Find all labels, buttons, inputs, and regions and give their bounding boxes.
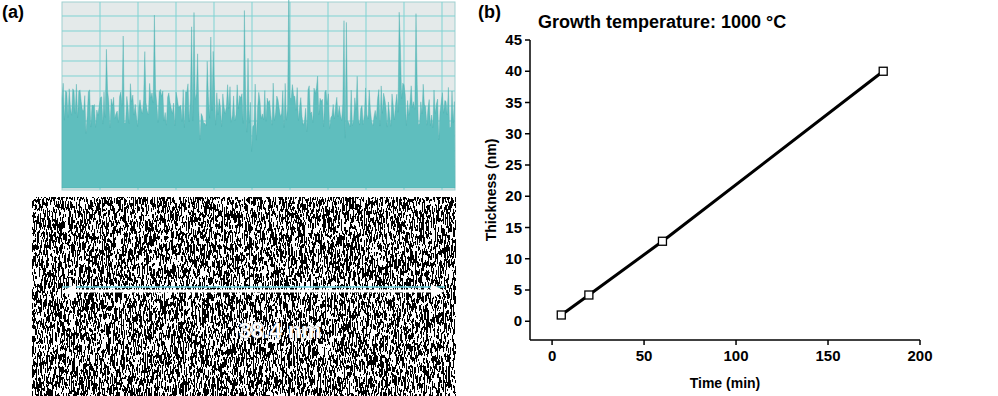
- y-tick: [525, 102, 530, 104]
- x-tick: [919, 340, 921, 345]
- y-tick: [525, 227, 530, 229]
- scale-arrow: [70, 290, 437, 293]
- y-axis-title: Thickness (nm): [483, 139, 499, 242]
- x-tick-label: 200: [907, 347, 932, 364]
- data-point: [585, 291, 593, 299]
- y-tick: [525, 71, 530, 73]
- figure: (a) 38.4 nm (b) 0 5 10 15 20 25 30 35 40 45 0 50 100 150…: [0, 0, 998, 396]
- profile-grid: [62, 91, 455, 92]
- data-line: [561, 71, 883, 315]
- profile-grid: [62, 61, 455, 62]
- arrow-head: [431, 284, 445, 298]
- y-tick-label: 10: [505, 250, 522, 267]
- y-tick-label: 0: [514, 312, 522, 329]
- arrow-head: [62, 284, 76, 298]
- profile-trace: [62, 0, 455, 188]
- annotation: Growth temperature: 1000 °C: [538, 12, 786, 32]
- panel-letter: (a): [2, 2, 24, 22]
- y-axis: [529, 40, 531, 340]
- x-axis-title: Time (min): [690, 375, 761, 391]
- tem-texture: [32, 197, 456, 396]
- data-point: [879, 67, 887, 75]
- y-tick: [525, 164, 530, 166]
- y-tick-label: 20: [505, 187, 522, 204]
- y-tick-label: 40: [505, 62, 522, 79]
- y-tick-label: 35: [505, 94, 522, 111]
- data-point: [658, 237, 666, 245]
- tem-image: 38.4 nm: [32, 197, 456, 396]
- profile-grid: [62, 46, 455, 47]
- y-tick-label: 5: [514, 281, 522, 298]
- profile-grid: [62, 76, 455, 77]
- y-tick-label: 15: [505, 219, 522, 236]
- line-profile-image: [62, 0, 455, 190]
- y-tick-label: 25: [505, 156, 522, 173]
- tem-background: [32, 197, 456, 396]
- x-tick-label: 50: [636, 347, 653, 364]
- x-tick-label: 150: [816, 347, 841, 364]
- x-tick: [643, 340, 645, 345]
- profile-grid: [62, 16, 455, 17]
- y-tick: [525, 258, 530, 260]
- x-tick-label: 100: [724, 347, 749, 364]
- y-tick: [525, 133, 530, 135]
- y-tick: [525, 289, 530, 291]
- x-tick-label: 0: [548, 347, 556, 364]
- y-tick-label: 30: [505, 125, 522, 142]
- y-tick: [525, 196, 530, 198]
- x-tick: [551, 340, 553, 345]
- x-tick: [735, 340, 737, 345]
- plot-data: [557, 67, 887, 319]
- profile-grid: [62, 31, 455, 32]
- scale-label: 38.4 nm: [239, 318, 321, 343]
- data-point: [557, 311, 565, 319]
- axes: 0 5 10 15 20 25 30 35 40 45 0 50 100 150 200 Time (min)…: [483, 31, 933, 391]
- panel-letter: (b): [478, 2, 501, 22]
- y-tick: [525, 321, 530, 323]
- x-axis: [530, 339, 920, 341]
- x-tick: [827, 340, 829, 345]
- y-tick: [525, 39, 530, 41]
- y-tick-label: 45: [505, 31, 522, 48]
- profile-line: [62, 286, 445, 288]
